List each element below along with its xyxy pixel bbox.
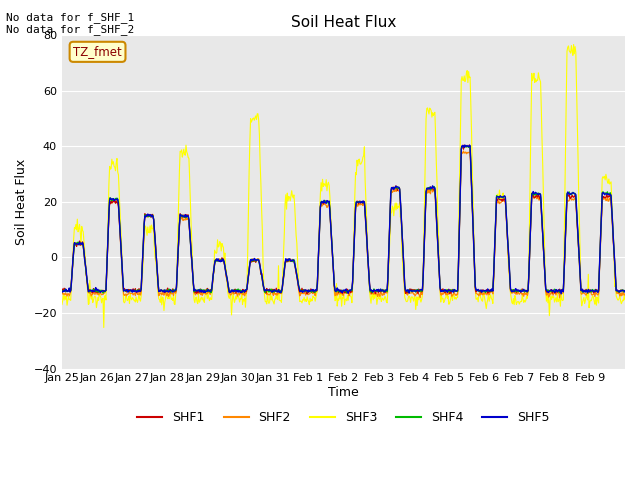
SHF5 xyxy=(255,260,263,266)
SHF1 xyxy=(465,142,473,148)
SHF2 xyxy=(277,290,285,296)
SHF5 xyxy=(58,289,66,295)
SHF2 xyxy=(556,295,563,300)
SHF5 xyxy=(433,227,441,233)
SHF2 xyxy=(228,291,236,297)
SHF3 xyxy=(228,299,236,305)
SHF5 xyxy=(402,287,410,292)
Legend: SHF1, SHF2, SHF3, SHF4, SHF5: SHF1, SHF2, SHF3, SHF4, SHF5 xyxy=(132,406,554,429)
SHF3 xyxy=(100,324,108,330)
SHF5 xyxy=(124,289,132,295)
SHF2 xyxy=(621,292,629,298)
Text: No data for f_SHF_1: No data for f_SHF_1 xyxy=(6,12,134,23)
SHF2 xyxy=(124,291,132,297)
SHF3 xyxy=(256,160,264,166)
SHF1 xyxy=(228,288,236,294)
Line: SHF2: SHF2 xyxy=(62,151,625,298)
SHF1 xyxy=(434,242,442,248)
SHF4 xyxy=(255,261,263,267)
SHF1 xyxy=(277,288,285,294)
SHF4 xyxy=(621,288,629,293)
SHF4 xyxy=(402,288,410,293)
SHF4 xyxy=(58,288,66,293)
SHF4 xyxy=(463,143,471,148)
SHF2 xyxy=(58,288,66,294)
Title: Soil Heat Flux: Soil Heat Flux xyxy=(291,15,396,30)
Line: SHF3: SHF3 xyxy=(62,45,625,327)
SHF4 xyxy=(277,288,285,293)
SHF2 xyxy=(460,148,467,154)
SHF1 xyxy=(372,291,380,297)
SHF2 xyxy=(402,289,410,295)
SHF5 xyxy=(557,291,565,297)
SHF3 xyxy=(278,300,285,305)
SHF5 xyxy=(621,289,629,295)
SHF3 xyxy=(403,299,410,304)
SHF3 xyxy=(125,293,132,299)
SHF5 xyxy=(228,287,236,293)
Line: SHF5: SHF5 xyxy=(62,145,625,294)
SHF3 xyxy=(621,297,629,302)
SHF3 xyxy=(570,42,577,48)
SHF5 xyxy=(277,290,285,296)
SHF1 xyxy=(124,288,132,294)
SHF4 xyxy=(228,288,236,293)
SHF1 xyxy=(403,288,410,293)
SHF1 xyxy=(58,286,66,292)
SHF4 xyxy=(584,290,591,296)
SHF3 xyxy=(58,301,66,307)
SHF2 xyxy=(255,259,263,264)
SHF2 xyxy=(433,228,441,234)
Text: TZ_fmet: TZ_fmet xyxy=(73,45,122,59)
Text: No data for f_SHF_2: No data for f_SHF_2 xyxy=(6,24,134,35)
Line: SHF1: SHF1 xyxy=(62,145,625,294)
SHF4 xyxy=(433,227,441,232)
SHF5 xyxy=(461,142,468,148)
Y-axis label: Soil Heat Flux: Soil Heat Flux xyxy=(15,159,28,245)
X-axis label: Time: Time xyxy=(328,386,359,399)
SHF1 xyxy=(255,260,263,265)
SHF1 xyxy=(621,288,629,294)
SHF3 xyxy=(434,216,442,222)
Line: SHF4: SHF4 xyxy=(62,145,625,293)
SHF4 xyxy=(124,288,132,294)
